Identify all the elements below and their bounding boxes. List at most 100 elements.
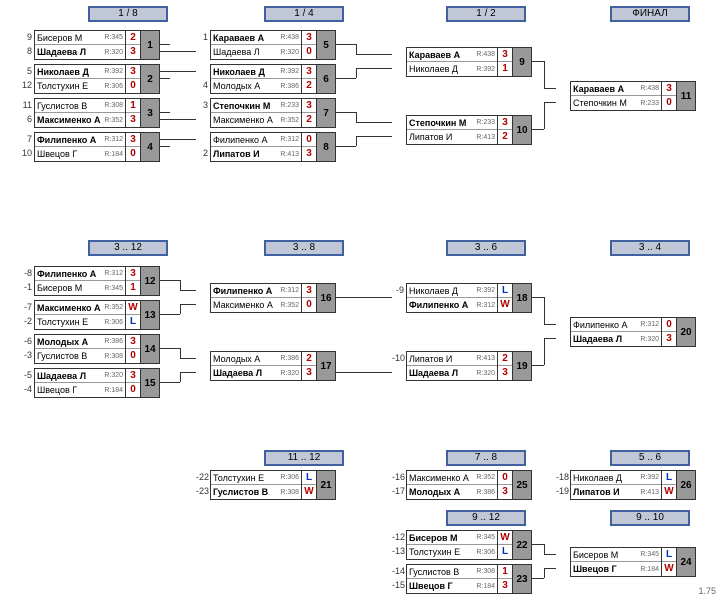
match: -10Липатов ИR:413Шадаева ЛR:3202319 [392, 351, 532, 381]
bracket-connector [180, 290, 196, 291]
player-name: Караваев А [571, 84, 640, 94]
player-name: Караваев А [407, 50, 476, 60]
player-rating: R:320 [104, 372, 125, 379]
match: -18-19Николаев ДR:392Липатов ИR:413LW26 [556, 470, 696, 500]
player-rating: R:308 [476, 568, 497, 575]
bracket-connector [544, 88, 556, 89]
seed: -15 [392, 578, 406, 592]
player-name: Гуслистов В [407, 567, 476, 577]
match-number: 21 [316, 470, 336, 500]
match: Караваев АR:438Николаев ДR:392319 [392, 47, 532, 77]
player-name: Шадаева Л [35, 371, 104, 381]
seed: -3 [20, 348, 34, 362]
score: 2 [302, 113, 316, 127]
score: L [662, 471, 676, 485]
bracket-connector [532, 544, 544, 545]
bracket-connector [180, 304, 181, 314]
score: 0 [126, 349, 140, 363]
bracket-connector [544, 297, 545, 324]
player-rating: R:413 [476, 134, 497, 141]
player-rating: R:386 [476, 489, 497, 496]
seed [196, 365, 210, 379]
player-rating: R:352 [280, 302, 301, 309]
seed [196, 351, 210, 365]
player-row: Бисеров МR:345 [407, 531, 497, 545]
score: 3 [126, 45, 140, 59]
match: Караваев АR:438Степочкин МR:2333011 [556, 81, 696, 111]
match-number: 8 [316, 132, 336, 162]
bracket-connector [532, 297, 544, 298]
bracket-connector [180, 372, 181, 382]
bracket-connector [356, 136, 392, 137]
score: 2 [126, 31, 140, 45]
match: 3Степочкин МR:233Максименко АR:352327 [196, 98, 336, 128]
score: W [302, 485, 316, 499]
player-row: Толстухин ЕR:306 [211, 471, 301, 485]
player-rating: R:312 [280, 287, 301, 294]
score: 3 [126, 267, 140, 281]
match-number: 22 [512, 530, 532, 560]
player-row: Шадаева ЛR:320 [211, 366, 301, 380]
seed [392, 365, 406, 379]
player-rating: R:352 [104, 304, 125, 311]
player-name: Бисеров М [407, 533, 476, 543]
match-number: 6 [316, 64, 336, 94]
bracket-connector [160, 146, 170, 147]
player-rating: R:184 [476, 583, 497, 590]
score: 3 [498, 485, 512, 499]
bracket-connector [544, 568, 556, 569]
match: -5-4Шадаева ЛR:320Швецов ГR:1843015 [20, 368, 160, 398]
match: 98Бисеров МR:345Шадаева ЛR:320231 [20, 30, 160, 60]
match: -16-17Максименко АR:352Молодых АR:386032… [392, 470, 532, 500]
score: L [126, 315, 140, 329]
player-name: Шадаева Л [407, 368, 476, 378]
score: 3 [126, 133, 140, 147]
player-row: Шадаева ЛR:320 [571, 332, 661, 346]
player-row: Молодых АR:386 [211, 352, 301, 366]
seed [556, 331, 570, 345]
player-row: Липатов ИR:413 [211, 147, 301, 161]
player-row: Николаев ДR:392 [407, 62, 497, 76]
score: 3 [302, 366, 316, 380]
player-rating: R:312 [476, 302, 497, 309]
player-row: Караваев АR:438 [407, 48, 497, 62]
stage-header: 7 .. 8 [446, 450, 526, 466]
match-number: 26 [676, 470, 696, 500]
score: 0 [302, 133, 316, 147]
seed: 12 [20, 78, 34, 92]
player-name: Караваев А [211, 33, 280, 43]
player-rating: R:320 [280, 370, 301, 377]
seed: 6 [20, 112, 34, 126]
player-row: Толстухин ЕR:306 [35, 79, 125, 93]
player-rating: R:352 [280, 117, 301, 124]
player-rating: R:392 [476, 287, 497, 294]
player-name: Филипенко А [211, 135, 280, 145]
seed: 7 [20, 132, 34, 146]
match: -7-2Максименко АR:352Толстухин ЕR:306WL1… [20, 300, 160, 330]
bracket-connector [544, 544, 545, 554]
seed: -2 [20, 314, 34, 328]
player-row: Бисеров МR:345 [35, 31, 125, 45]
seed: 5 [20, 64, 34, 78]
bracket-connector [160, 280, 180, 281]
score: 3 [302, 31, 316, 45]
score: 3 [126, 113, 140, 127]
bracket-connector [180, 372, 196, 373]
player-name: Филипенко А [407, 300, 476, 310]
player-row: Швецов ГR:184 [35, 147, 125, 161]
seed: -13 [392, 544, 406, 558]
match-number: 14 [140, 334, 160, 364]
score: W [662, 485, 676, 499]
bracket-connector [532, 365, 544, 366]
player-row: Степочкин МR:233 [407, 116, 497, 130]
match-number: 23 [512, 564, 532, 594]
player-row: Максименко АR:352 [35, 113, 125, 127]
bracket-connector [544, 338, 545, 365]
player-row: Степочкин МR:233 [211, 99, 301, 113]
seed: 4 [196, 78, 210, 92]
player-rating: R:438 [280, 34, 301, 41]
player-rating: R:320 [640, 336, 661, 343]
player-rating: R:392 [104, 68, 125, 75]
match-number: 1 [140, 30, 160, 60]
bracket-connector [336, 112, 356, 113]
